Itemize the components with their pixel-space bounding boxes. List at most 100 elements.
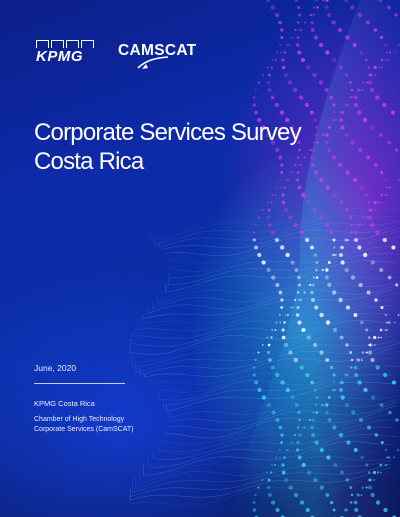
wave-dot (380, 201, 383, 204)
glow-band (230, 0, 400, 517)
wave-dot (298, 433, 302, 437)
wave-dot (281, 65, 286, 70)
wave-dot (280, 441, 283, 444)
wave-dot (296, 440, 300, 445)
wave-dot (319, 447, 324, 453)
wave-dot (334, 389, 337, 391)
wave-dot (391, 245, 396, 250)
wave-dot (281, 463, 285, 467)
wave-dot (374, 95, 380, 100)
wave-dot (312, 342, 318, 348)
wave-dot (306, 335, 311, 340)
wave-dot (293, 357, 298, 363)
wave-dot (359, 185, 364, 190)
wave-dot (267, 478, 271, 482)
wave-dot (299, 500, 305, 505)
wave-dot (279, 321, 282, 324)
wave-line (154, 215, 395, 246)
wave-dot (327, 147, 332, 153)
wave-dot (369, 87, 375, 93)
wave-dot (331, 253, 334, 257)
wave-dot (297, 156, 300, 159)
wave-dot (353, 102, 359, 108)
kpmg-logo: KPMG (36, 40, 96, 66)
wave-dot (362, 117, 368, 123)
wave-dot (297, 21, 300, 24)
wave-dot (305, 237, 310, 243)
wave-dot (315, 261, 319, 264)
wave-dot (394, 51, 397, 54)
wave-dot (350, 223, 354, 227)
wave-dot (369, 73, 373, 77)
wave-dot (313, 477, 318, 483)
wave-line (147, 283, 398, 314)
wave-dot (284, 208, 288, 212)
wave-dot (310, 155, 314, 160)
wave-dot (384, 464, 387, 466)
wave-dot (368, 485, 373, 490)
wave-dot (266, 267, 271, 273)
wave-dot (333, 246, 336, 249)
wave-dot (382, 102, 387, 108)
wave-dot (274, 59, 277, 61)
wave-dot (382, 372, 388, 378)
wave-dot (333, 118, 336, 122)
wave-line (129, 319, 391, 355)
wave-dot (281, 193, 285, 197)
wave-dot (288, 215, 293, 220)
wave-dot (327, 282, 332, 288)
wave-dot (275, 186, 278, 189)
wave-line (166, 381, 397, 412)
wave-dot (359, 89, 361, 91)
wave-dot (346, 374, 349, 376)
wave-dot (266, 215, 271, 220)
wave-dot (380, 471, 382, 474)
wave-dot (368, 478, 373, 482)
wave-dot (310, 14, 313, 16)
wave-dot (344, 103, 348, 107)
wave-dot (294, 299, 297, 301)
wave-dot (353, 313, 358, 317)
wave-dot (379, 35, 384, 40)
wave-dot (274, 194, 277, 196)
wave-dot (374, 433, 379, 437)
wave-dot (279, 110, 285, 115)
wave-dot (333, 253, 336, 257)
wave-dot (284, 314, 287, 316)
wave-line (169, 394, 400, 419)
wave-dot (331, 20, 336, 25)
wave-dot (295, 448, 300, 452)
wave-dot (385, 456, 389, 459)
wave-dot (279, 456, 281, 459)
wave-dot (324, 140, 329, 145)
wave-line (130, 463, 391, 498)
wave-dot (349, 231, 353, 234)
wave-dot (361, 351, 365, 354)
wave-dot (367, 336, 371, 339)
wave-dot (318, 80, 323, 85)
wave-dot (344, 373, 348, 377)
wave-dot (361, 89, 364, 91)
wave-dot (339, 118, 343, 122)
wave-dot (319, 177, 324, 183)
wave-dot (279, 186, 282, 189)
wave-dot (316, 141, 319, 144)
wave-dot (312, 276, 315, 279)
wave-dot (393, 456, 396, 459)
wave-dot (254, 358, 257, 362)
wave-dot (310, 20, 314, 25)
wave-dot (338, 432, 344, 438)
wave-dot (306, 200, 311, 205)
wave-dot (367, 425, 371, 430)
wave-dot (338, 162, 343, 168)
wave-dot (357, 12, 362, 18)
wave-dot (369, 73, 373, 77)
wave-dot (327, 261, 331, 264)
wave-dot (288, 350, 293, 355)
wave-dot (271, 329, 274, 331)
wave-dot (297, 185, 302, 190)
wave-dot (298, 13, 301, 17)
wave-dot (380, 336, 382, 339)
wave-dot (315, 268, 318, 272)
